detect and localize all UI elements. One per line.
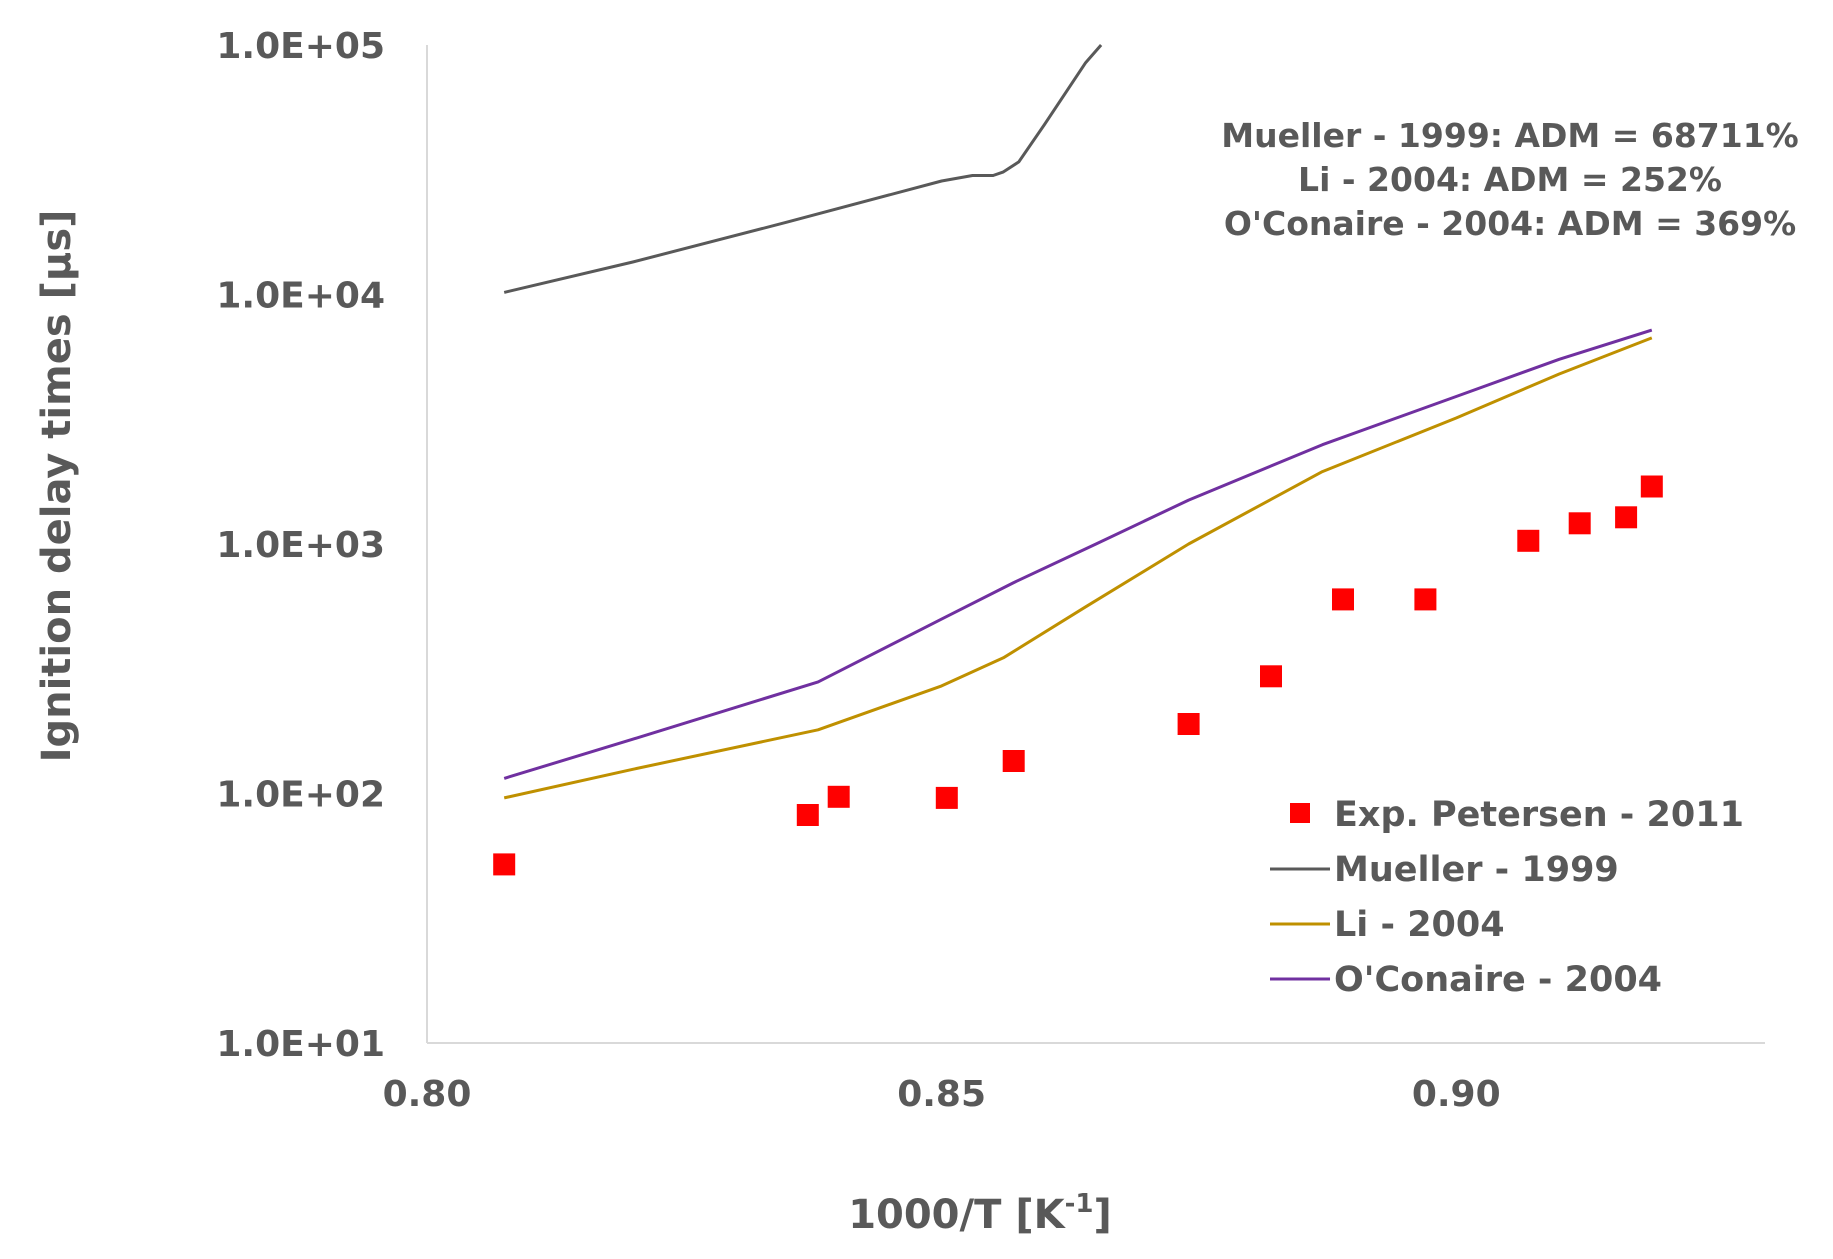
data-point-exp-petersen-2011 [827,785,850,808]
series-line-mueller-1999 [503,44,1103,294]
legend-label-exp-petersen: Exp. Petersen - 2011 [1334,795,1744,835]
legend-label-mueller: Mueller - 1999 [1334,850,1619,890]
x-axis-title-main: 1000/T [K [848,1192,1066,1238]
data-point-exp-petersen-2011 [1568,512,1591,535]
data-point-exp-petersen-2011 [1177,713,1200,735]
data-point-exp-petersen-2011 [1517,529,1540,552]
x-tick-label: 0.80 [383,1074,472,1115]
x-tick-label: 0.90 [1412,1074,1501,1115]
annotation-mueller: Mueller - 1999: ADM = 68711% [1221,116,1798,155]
data-point-exp-petersen-2011 [1615,506,1638,529]
data-point-exp-petersen-2011 [1332,588,1354,611]
legend-label-oconaire: O'Conaire - 2004 [1334,960,1662,1000]
legend-label-li: Li - 2004 [1334,905,1505,945]
y-axis-title: Ignition delay times [µs] [34,210,80,763]
annotation-li: Li - 2004: ADM = 252% [1298,160,1722,199]
data-point-exp-petersen-2011 [796,804,819,826]
legend: Exp. Petersen - 2011 Mueller - 1999 Li -… [1270,795,1744,1000]
data-point-exp-petersen-2011 [1260,665,1282,688]
y-tick-labels: 1.0E+01 1.0E+02 1.0E+03 1.0E+04 1.0E+05 [216,26,385,1065]
plot-area [493,44,1663,876]
data-point-exp-petersen-2011 [1002,750,1025,772]
x-axis-title-superscript: -1 [1065,1189,1094,1219]
series-line-o-conaire-2004 [503,328,1653,780]
series-line-li-2004 [503,336,1653,800]
data-point-exp-petersen-2011 [935,786,958,809]
legend-marker-exp-petersen [1290,803,1310,823]
x-tick-label: 0.85 [897,1074,986,1115]
data-point-exp-petersen-2011 [493,853,516,876]
x-axis-title: 1000/T [K-1] [848,1189,1112,1238]
y-tick-label: 1.0E+03 [216,525,385,566]
x-axis-title-end: ] [1094,1192,1112,1238]
x-tick-labels: 0.80 0.85 0.90 [383,1074,1501,1115]
y-tick-label: 1.0E+02 [216,775,385,816]
annotation-oconaire: O'Conaire - 2004: ADM = 369% [1224,204,1796,243]
y-tick-label: 1.0E+04 [216,276,385,317]
data-point-exp-petersen-2011 [1414,588,1437,611]
data-point-exp-petersen-2011 [1640,475,1663,498]
y-tick-label: 1.0E+01 [216,1024,385,1065]
y-tick-label: 1.0E+05 [216,26,385,67]
